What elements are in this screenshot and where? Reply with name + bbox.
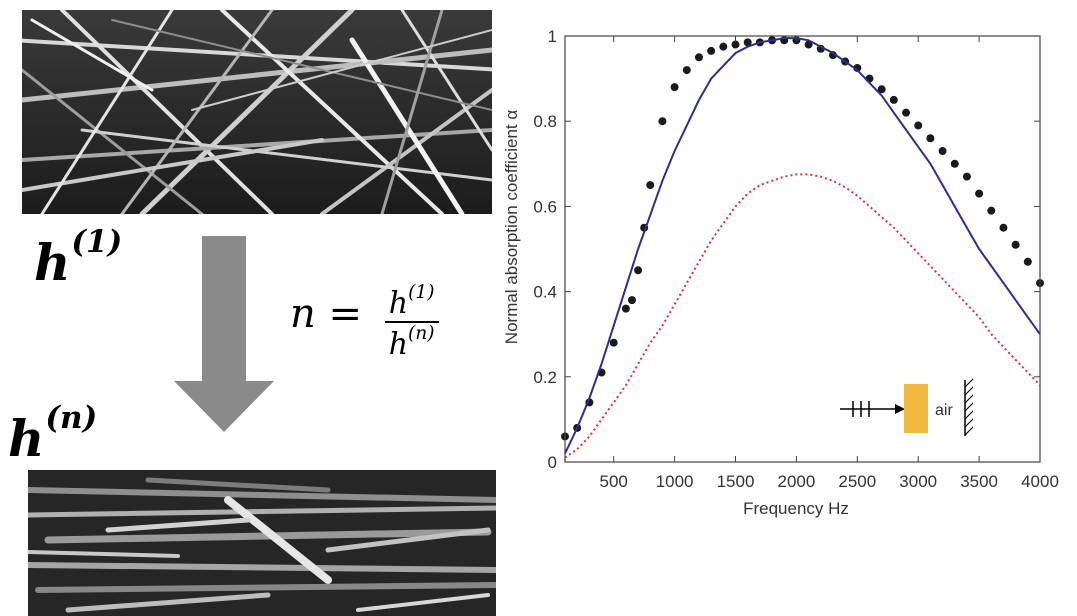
x-tick-label: 500 <box>600 472 628 491</box>
measured-data-point <box>707 47 715 55</box>
measured-data-point <box>695 53 703 61</box>
measured-data-point <box>646 181 654 189</box>
label-h1: h(1) <box>34 224 122 292</box>
measured-data-point <box>890 96 898 104</box>
compression-ratio-formula: n = h(1) h(n) <box>290 282 439 363</box>
y-tick-label: 0 <box>548 453 557 472</box>
measured-data-point <box>671 83 679 91</box>
formula-lhs: n = <box>290 291 375 337</box>
y-axis-label: Normal absorption coefficient α <box>502 110 521 345</box>
measured-data-point <box>926 134 934 142</box>
measured-data-point <box>963 173 971 181</box>
formula-num-base: h <box>389 286 408 321</box>
x-tick-label: 2000 <box>777 472 815 491</box>
measured-data-point <box>683 66 691 74</box>
label-h1-sup: (1) <box>71 224 122 260</box>
formula-denominator: h(n) <box>385 323 439 362</box>
formula-den-base: h <box>389 327 408 362</box>
formula-num-sup: (1) <box>408 282 434 303</box>
sem-image-compressed <box>28 470 496 616</box>
y-tick-label: 0.6 <box>533 197 557 216</box>
measured-data-point <box>658 117 666 125</box>
x-tick-label: 1000 <box>656 472 694 491</box>
measured-data-point <box>628 296 636 304</box>
formula-den-sup: (n) <box>408 323 434 344</box>
measured-data-point <box>1024 258 1032 266</box>
formula-fraction: h(1) h(n) <box>385 282 439 363</box>
x-tick-label: 2500 <box>838 472 876 491</box>
measured-data-point <box>975 190 983 198</box>
label-h1-base: h <box>34 233 70 292</box>
label-hn-base: h <box>8 409 44 468</box>
sem-image-uncompressed <box>22 10 492 214</box>
y-tick-label: 0.2 <box>533 368 557 387</box>
measured-data-point <box>902 109 910 117</box>
formula-numerator: h(1) <box>385 282 439 321</box>
x-axis-label: Frequency Hz <box>743 499 849 518</box>
measured-data-point <box>634 266 642 274</box>
label-hn-sup: (n) <box>45 400 97 436</box>
rigid-wall-hatch-icon <box>965 379 973 435</box>
compression-arrow-icon <box>174 236 274 432</box>
x-tick-label: 3500 <box>960 472 998 491</box>
plot-area <box>561 36 1044 457</box>
label-hn: h(n) <box>8 400 97 468</box>
x-tick-label: 1500 <box>717 472 755 491</box>
y-tick-label: 0.8 <box>533 112 557 131</box>
plot-frame <box>565 36 1040 462</box>
inset-air-label: air <box>935 402 953 419</box>
measured-data-point <box>914 121 922 129</box>
x-tick-label: 3000 <box>899 472 937 491</box>
measured-data-point <box>939 147 947 155</box>
x-tick-label: 4000 <box>1021 472 1059 491</box>
measured-data-point <box>622 305 630 313</box>
incident-wave-arrowhead-icon <box>895 404 905 414</box>
measured-data-point <box>1012 241 1020 249</box>
measured-data-point <box>999 224 1007 232</box>
y-tick-label: 1 <box>548 27 557 46</box>
measured-data-point <box>951 160 959 168</box>
inset-schematic: air <box>840 379 973 436</box>
measured-data-point <box>610 339 618 347</box>
measured-data-point <box>719 43 727 51</box>
porous-material-sample <box>904 384 928 433</box>
measured-data-point <box>987 207 995 215</box>
y-tick-label: 0.4 <box>533 283 557 302</box>
